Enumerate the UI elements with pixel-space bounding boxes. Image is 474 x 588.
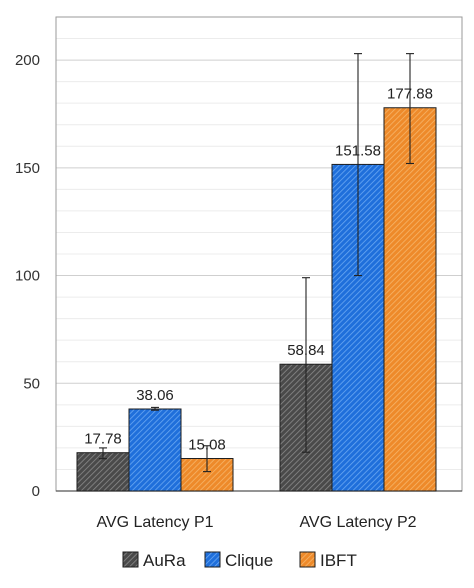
data-label: 58.84 bbox=[287, 342, 325, 359]
legend: AuRa Clique IBFT bbox=[122, 551, 357, 570]
x-category-label: AVG Latency P1 bbox=[96, 514, 213, 531]
legend-label-aura: AuRa bbox=[143, 551, 186, 570]
legend-swatch-aura bbox=[122, 551, 139, 568]
y-tick-label: 50 bbox=[23, 375, 40, 392]
legend-swatch-ibft bbox=[299, 551, 316, 568]
y-tick-label: 100 bbox=[15, 268, 40, 285]
bars bbox=[76, 53, 437, 492]
x-category-label: AVG Latency P2 bbox=[299, 514, 416, 531]
data-label: 177.88 bbox=[387, 86, 433, 103]
legend-label-ibft: IBFT bbox=[320, 551, 357, 570]
data-label: 38.06 bbox=[136, 387, 174, 404]
data-label: 17.78 bbox=[84, 431, 122, 448]
y-tick-label: 150 bbox=[15, 160, 40, 177]
legend-swatch-clique bbox=[204, 551, 221, 568]
labels: AVG Latency P1 17.78 38.06 15.08 AVG Latency… bbox=[84, 86, 433, 531]
bar-clique-1 bbox=[128, 408, 182, 492]
y-tick-label: 200 bbox=[15, 52, 40, 69]
legend-label-clique: Clique bbox=[225, 551, 273, 570]
bar-ibft-2 bbox=[383, 107, 437, 492]
data-label: 15.08 bbox=[188, 437, 226, 454]
data-label: 151.58 bbox=[335, 142, 381, 159]
y-tick-label: 0 bbox=[32, 483, 40, 500]
